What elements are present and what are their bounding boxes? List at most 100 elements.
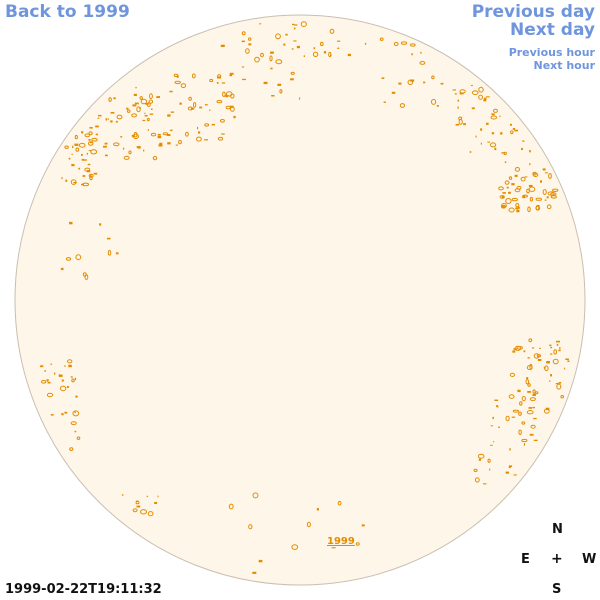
active-region-mark: [217, 76, 221, 79]
active-region-mark: [74, 411, 76, 413]
active-region-mark: [471, 107, 475, 110]
active-region-mark: [67, 359, 73, 364]
active-region-mark: [74, 134, 78, 140]
active-region-mark: [526, 377, 529, 380]
active-region-mark: [355, 542, 360, 546]
active-region-mark: [113, 142, 120, 147]
active-region-mark: [522, 195, 526, 199]
active-region-mark: [490, 425, 493, 427]
active-region-mark: [204, 104, 208, 106]
active-region-mark: [490, 115, 498, 120]
active-region-mark: [494, 399, 499, 401]
active-region-mark: [398, 82, 402, 85]
active-region-mark: [480, 128, 483, 131]
active-region-mark: [173, 73, 179, 78]
active-region-mark: [529, 163, 531, 166]
active-region-mark: [491, 132, 495, 135]
active-region-mark: [331, 547, 336, 549]
active-region-mark: [78, 167, 81, 170]
active-region-mark: [69, 447, 74, 452]
active-region-mark: [410, 79, 415, 82]
active-region-mark: [487, 458, 491, 463]
active-region-mark: [553, 349, 558, 355]
active-region-mark: [188, 96, 192, 101]
active-region-mark: [70, 376, 73, 378]
active-region-mark: [508, 465, 513, 467]
active-region-mark: [61, 177, 63, 180]
active-region-mark: [134, 102, 139, 105]
active-region-mark: [83, 159, 87, 161]
active-region-mark: [535, 205, 540, 211]
active-region-mark: [440, 82, 444, 85]
active-region-mark: [190, 107, 195, 110]
active-region-mark: [420, 51, 422, 54]
active-region-mark: [290, 71, 295, 75]
active-region-mark: [245, 48, 250, 54]
active-region-mark: [217, 136, 224, 141]
active-region-mark: [565, 358, 569, 360]
active-region-mark: [550, 346, 553, 349]
active-region-mark: [132, 508, 138, 513]
active-region-mark: [567, 360, 570, 362]
active-region-mark: [530, 424, 536, 429]
active-region-mark: [552, 188, 559, 193]
active-region-mark: [197, 126, 199, 130]
active-region-mark: [564, 367, 566, 370]
active-region-mark: [88, 150, 92, 152]
active-region-mark: [550, 353, 553, 355]
active-region-mark: [527, 383, 531, 387]
active-region-mark: [519, 401, 523, 406]
active-region-mark: [379, 37, 384, 41]
active-region-mark: [528, 338, 533, 343]
active-region-mark: [123, 155, 130, 160]
previous-day-link[interactable]: Previous day: [471, 2, 595, 22]
active-region-mark: [529, 433, 534, 436]
year-link[interactable]: 1999: [327, 536, 355, 547]
active-region-mark: [436, 105, 439, 107]
active-region-mark: [158, 144, 163, 147]
active-region-mark: [500, 132, 503, 135]
active-region-mark: [228, 503, 234, 510]
active-region-mark: [306, 521, 311, 528]
active-region-mark: [135, 86, 137, 89]
active-region-mark: [136, 505, 141, 508]
active-region-mark: [521, 147, 523, 150]
active-region-mark: [105, 118, 107, 121]
active-region-mark: [58, 374, 63, 377]
active-region-mark: [50, 414, 54, 416]
active-region-mark: [263, 81, 268, 85]
active-region-mark: [75, 254, 82, 261]
active-region-mark: [140, 509, 147, 515]
active-region-mark: [220, 44, 225, 47]
next-day-link[interactable]: Next day: [510, 20, 595, 40]
active-region-mark: [115, 252, 119, 255]
compass-west-label: W: [582, 552, 597, 567]
active-region-mark: [73, 182, 77, 184]
active-region-mark: [146, 495, 149, 497]
active-region-mark: [512, 128, 516, 130]
active-region-mark: [199, 106, 203, 109]
active-region-mark: [156, 96, 160, 98]
active-region-mark: [546, 204, 552, 209]
active-region-mark: [233, 115, 236, 119]
previous-hour-link[interactable]: Previous hour: [508, 46, 595, 59]
active-region-mark: [107, 118, 109, 120]
active-region-mark: [510, 130, 514, 135]
active-region-mark: [526, 410, 534, 415]
next-hour-link[interactable]: Next hour: [533, 59, 596, 72]
timestamp: 1999-02-22T19:11:32: [5, 582, 162, 597]
active-region-mark: [514, 174, 518, 177]
active-region-mark: [126, 109, 131, 113]
active-region-mark: [511, 183, 515, 186]
active-region-mark: [323, 51, 327, 54]
active-region-mark: [140, 98, 148, 105]
active-region-mark: [463, 123, 466, 126]
active-region-mark: [525, 379, 530, 385]
active-region-mark: [501, 206, 505, 208]
active-region-mark: [556, 343, 559, 346]
active-region-mark: [252, 571, 257, 574]
active-region-mark: [294, 24, 298, 26]
back-to-year-link[interactable]: Back to 1999: [5, 2, 130, 22]
active-region-mark: [381, 77, 385, 79]
active-region-mark: [477, 453, 485, 459]
